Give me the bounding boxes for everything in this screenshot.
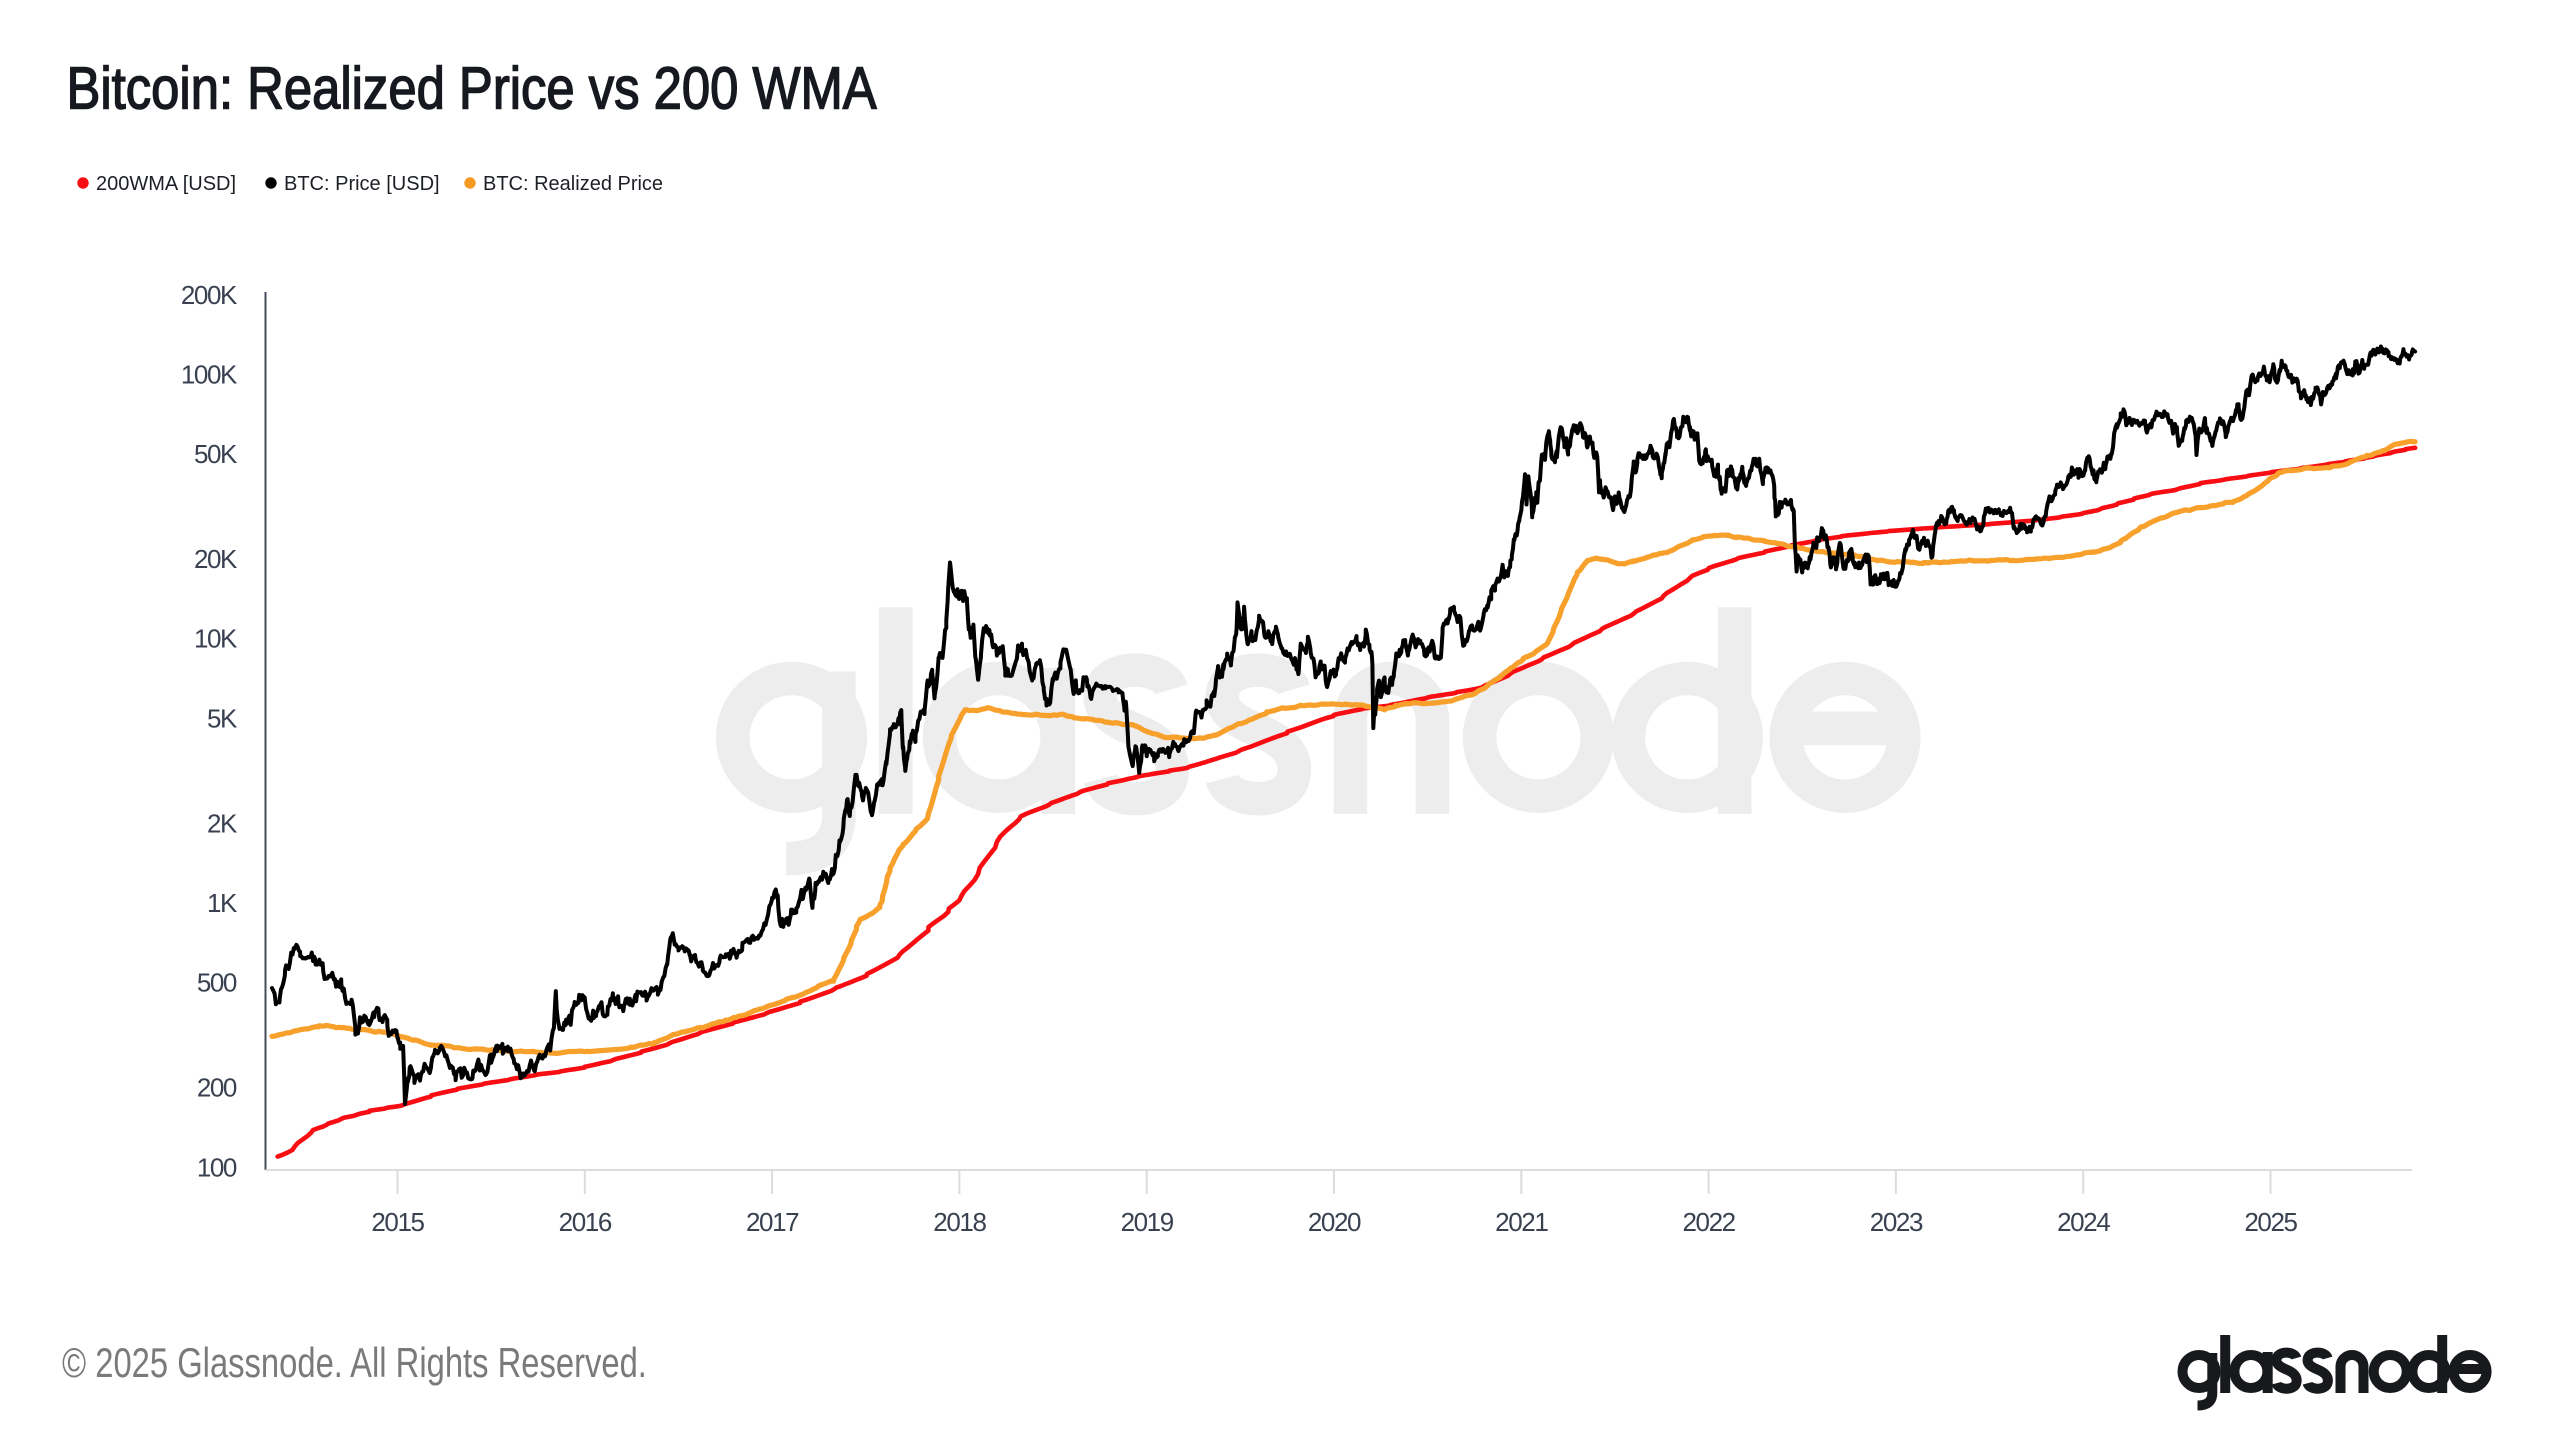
svg-text:20K: 20K [194, 544, 238, 574]
svg-text:2016: 2016 [559, 1207, 612, 1237]
svg-text:500: 500 [197, 968, 237, 998]
svg-text:BTC: Price [USD]: BTC: Price [USD] [284, 173, 440, 195]
svg-text:Bitcoin: Realized Price vs 200: Bitcoin: Realized Price vs 200 WMA [67, 55, 877, 121]
svg-text:2K: 2K [207, 808, 238, 838]
svg-text:50K: 50K [194, 439, 238, 469]
svg-text:2021: 2021 [1495, 1207, 1548, 1237]
svg-text:2020: 2020 [1308, 1207, 1361, 1237]
svg-text:10K: 10K [194, 624, 238, 654]
svg-text:2017: 2017 [746, 1207, 799, 1237]
svg-text:2015: 2015 [371, 1207, 424, 1237]
svg-text:2022: 2022 [1682, 1207, 1735, 1237]
svg-text:100: 100 [197, 1152, 237, 1182]
svg-text:BTC: Realized Price: BTC: Realized Price [483, 173, 663, 195]
svg-text:200WMA [USD]: 200WMA [USD] [96, 173, 236, 195]
svg-text:2023: 2023 [1870, 1207, 1923, 1237]
svg-text:2018: 2018 [933, 1207, 986, 1237]
svg-text:2019: 2019 [1121, 1207, 1174, 1237]
svg-text:© 2025 Glassnode. All Rights R: © 2025 Glassnode. All Rights Reserved. [62, 1339, 647, 1386]
svg-text:100K: 100K [181, 359, 238, 389]
svg-text:2024: 2024 [2057, 1207, 2110, 1237]
svg-text:5K: 5K [207, 703, 238, 733]
svg-text:200K: 200K [181, 280, 238, 310]
svg-text:2025: 2025 [2244, 1207, 2297, 1237]
svg-text:200: 200 [197, 1073, 237, 1103]
svg-text:1K: 1K [207, 888, 238, 918]
